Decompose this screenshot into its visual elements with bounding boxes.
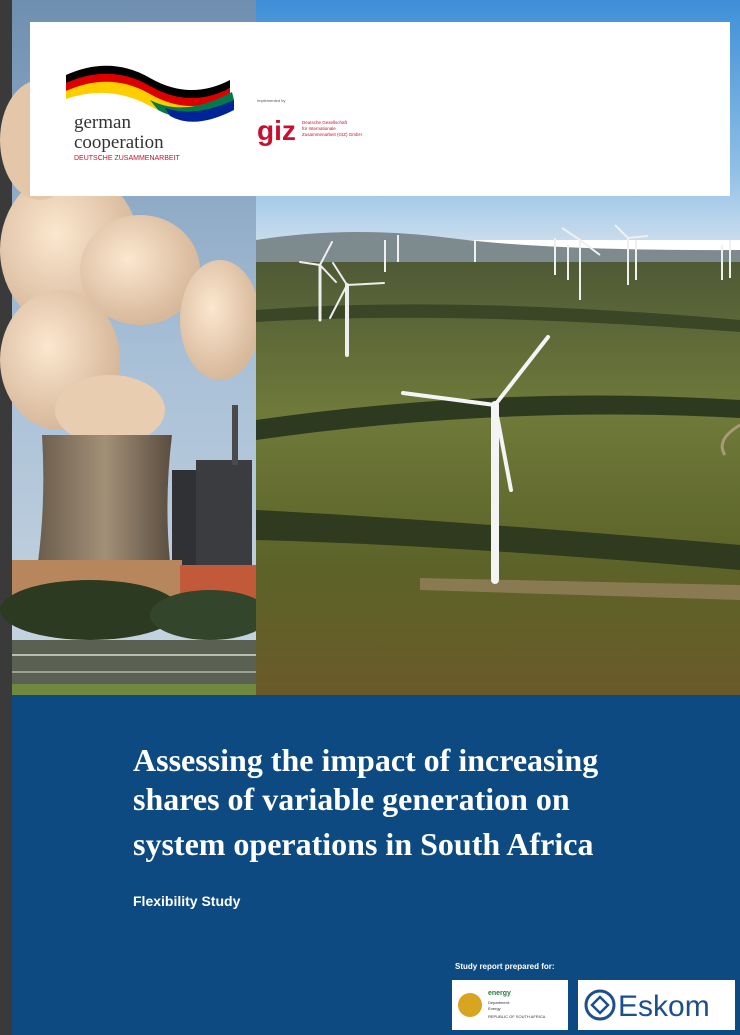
implemented-by: Implemented by [257, 98, 285, 103]
logo-subtext: DEUTSCHE ZUSAMMENARBEIT [74, 155, 181, 162]
title-line: shares of variable generation on [133, 781, 570, 817]
energy-text: REPUBLIC OF SOUTH AFRICA [488, 1014, 546, 1019]
energy-name: energy [488, 990, 511, 997]
energy-logo: energy Department: Energy REPUBLIC OF SO… [452, 980, 568, 1030]
chimney [232, 405, 238, 465]
subtitle: Flexibility Study [133, 893, 241, 909]
eskom-logo: Eskom [578, 980, 735, 1030]
energy-text: Energy [488, 1006, 501, 1011]
steam-cloud [180, 260, 260, 380]
page: {"header": {"german_cooperation": {"line… [0, 0, 740, 1035]
logo-text: german [74, 112, 131, 133]
title-line: Assessing the impact of increasing [133, 742, 598, 778]
steam-cloud [55, 375, 165, 445]
prepared-for: Study report prepared for: [455, 962, 555, 971]
cover: german cooperation DEUTSCHE ZUSAMMENARBE… [0, 0, 740, 1035]
trees [150, 590, 270, 640]
cooling-tower [38, 435, 172, 562]
energy-text: Department: [488, 1000, 510, 1005]
logo-text: cooperation [74, 132, 164, 153]
giz-description: Zusammenarbeit (GIZ) GmbH [302, 132, 362, 137]
giz-description: Deutsche Gesellschaft [302, 120, 348, 125]
giz-name: giz [257, 115, 296, 146]
grass [12, 684, 256, 695]
coat-of-arms [458, 993, 482, 1017]
title-line: system operations in South Africa [133, 826, 593, 862]
header-box [30, 22, 730, 196]
eskom-name: Eskom [618, 990, 710, 1023]
giz-description: für Internationale [302, 126, 336, 131]
